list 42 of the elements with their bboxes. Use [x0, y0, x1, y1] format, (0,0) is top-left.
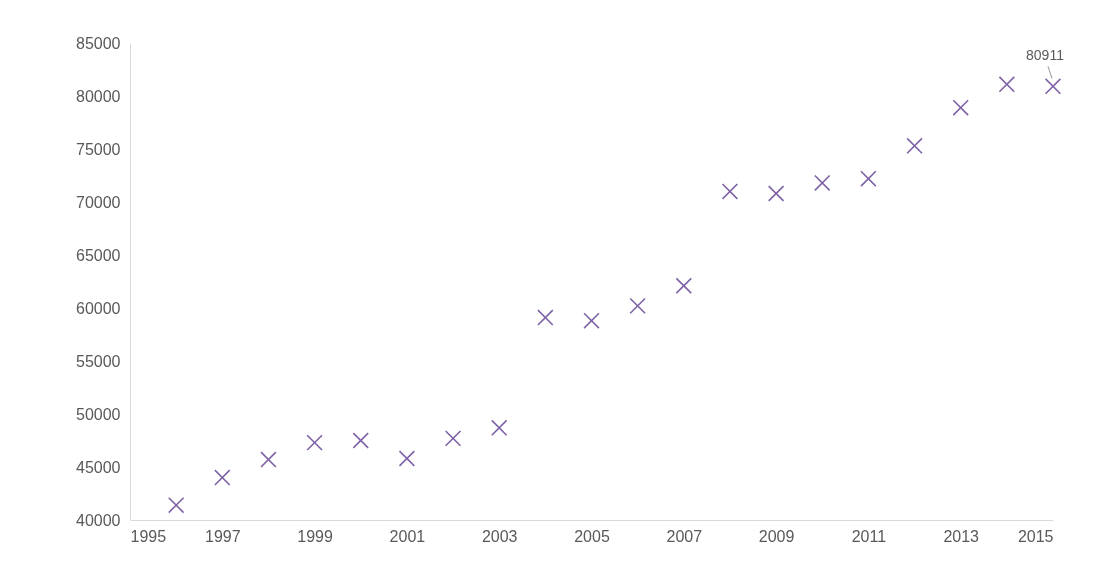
- x-tick-label: 1997: [205, 527, 241, 545]
- y-tick-label: 70000: [76, 193, 121, 211]
- x-tick-label: 2003: [481, 527, 518, 545]
- point: [767, 185, 785, 202]
- y-tick-label: 65000: [76, 246, 121, 264]
- x-tick-label: 2013: [943, 527, 980, 545]
- point: [952, 99, 969, 116]
- point: [998, 76, 1016, 93]
- point: [260, 451, 277, 468]
- point: [167, 496, 185, 514]
- point: [583, 312, 600, 329]
- point: [537, 309, 554, 326]
- x-tick-label: 2009: [758, 527, 795, 545]
- x-tick-label: 2015: [1017, 527, 1054, 545]
- y-tick-label: 50000: [76, 405, 121, 423]
- point: [814, 174, 831, 192]
- point: [1044, 78, 1062, 95]
- x-tick-label: 2005: [574, 527, 610, 545]
- point: [860, 170, 877, 187]
- x-tick-label: 2007: [666, 527, 703, 545]
- point: [721, 183, 739, 200]
- x-tick-label: 1999: [297, 527, 333, 545]
- y-tick-label: 55000: [76, 352, 121, 370]
- y-tick-label: 45000: [76, 458, 121, 476]
- x-tick-label: 2011: [851, 527, 887, 545]
- y-tick-label: 75000: [76, 140, 121, 158]
- point: [906, 137, 923, 155]
- point: [214, 469, 231, 486]
- point: [398, 450, 416, 467]
- point: [629, 297, 646, 315]
- point: [675, 277, 693, 294]
- point: [306, 434, 323, 451]
- point: [490, 419, 508, 436]
- annotation: 80911: [1026, 47, 1065, 64]
- x-tick-label: 1995: [130, 527, 167, 545]
- y-tick-label: 60000: [76, 299, 121, 317]
- y-tick-label: 85000: [76, 34, 121, 52]
- y-tick-label: 40000: [76, 511, 121, 529]
- point: [444, 430, 462, 447]
- x-tick-label: 2001: [389, 527, 426, 545]
- y-tick-label: 80000: [76, 87, 121, 105]
- point: [352, 432, 369, 449]
